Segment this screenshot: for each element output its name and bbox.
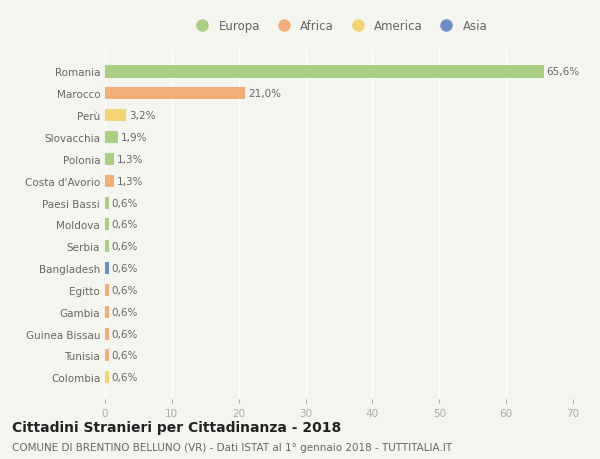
Text: 65,6%: 65,6%	[546, 67, 580, 77]
Bar	[105, 219, 109, 231]
Bar	[105, 175, 113, 187]
Bar	[105, 153, 113, 166]
Bar	[105, 284, 109, 297]
Text: 0,6%: 0,6%	[112, 198, 138, 208]
Legend: Europa, Africa, America, Asia: Europa, Africa, America, Asia	[185, 15, 493, 38]
Text: 0,6%: 0,6%	[112, 220, 138, 230]
Text: COMUNE DI BRENTINO BELLUNO (VR) - Dati ISTAT al 1° gennaio 2018 - TUTTITALIA.IT: COMUNE DI BRENTINO BELLUNO (VR) - Dati I…	[12, 442, 452, 452]
Text: Cittadini Stranieri per Cittadinanza - 2018: Cittadini Stranieri per Cittadinanza - 2…	[12, 420, 341, 434]
Text: 0,6%: 0,6%	[112, 307, 138, 317]
Bar	[105, 328, 109, 340]
Bar	[105, 263, 109, 274]
Text: 1,3%: 1,3%	[116, 155, 143, 164]
Text: 0,6%: 0,6%	[112, 373, 138, 382]
Bar	[105, 197, 109, 209]
Bar	[105, 88, 245, 100]
Text: 0,6%: 0,6%	[112, 351, 138, 361]
Text: 0,6%: 0,6%	[112, 285, 138, 295]
Text: 0,6%: 0,6%	[112, 242, 138, 252]
Bar	[105, 306, 109, 318]
Text: 21,0%: 21,0%	[248, 89, 281, 99]
Text: 0,6%: 0,6%	[112, 263, 138, 274]
Text: 0,6%: 0,6%	[112, 329, 138, 339]
Bar	[105, 350, 109, 362]
Bar	[105, 110, 127, 122]
Text: 1,9%: 1,9%	[121, 133, 147, 143]
Bar	[105, 67, 544, 78]
Bar	[105, 241, 109, 253]
Bar	[105, 132, 118, 144]
Text: 1,3%: 1,3%	[116, 176, 143, 186]
Bar	[105, 371, 109, 383]
Text: 3,2%: 3,2%	[129, 111, 155, 121]
